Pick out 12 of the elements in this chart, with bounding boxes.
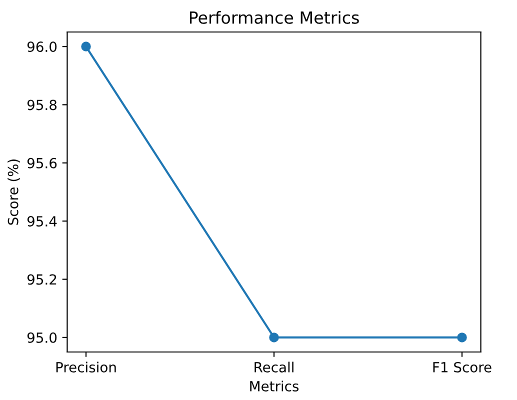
- x-tick-label: F1 Score: [433, 362, 492, 372]
- y-tick-label: 95.8: [27, 100, 57, 110]
- x-axis-title: Metrics: [250, 380, 299, 392]
- y-tick-label: 95.2: [27, 274, 56, 285]
- x-tick-label: Precision: [56, 362, 116, 372]
- y-tick-label: 95.0: [27, 332, 57, 343]
- y-tick-label: 95.4: [27, 216, 57, 227]
- y-tick-label: 96.0: [27, 42, 57, 52]
- y-axis-title: Score (%): [8, 160, 20, 225]
- x-tick-label: Recall: [254, 362, 294, 372]
- chart-title: Performance Metrics: [190, 11, 359, 24]
- y-tick-label: 95.6: [27, 158, 57, 168]
